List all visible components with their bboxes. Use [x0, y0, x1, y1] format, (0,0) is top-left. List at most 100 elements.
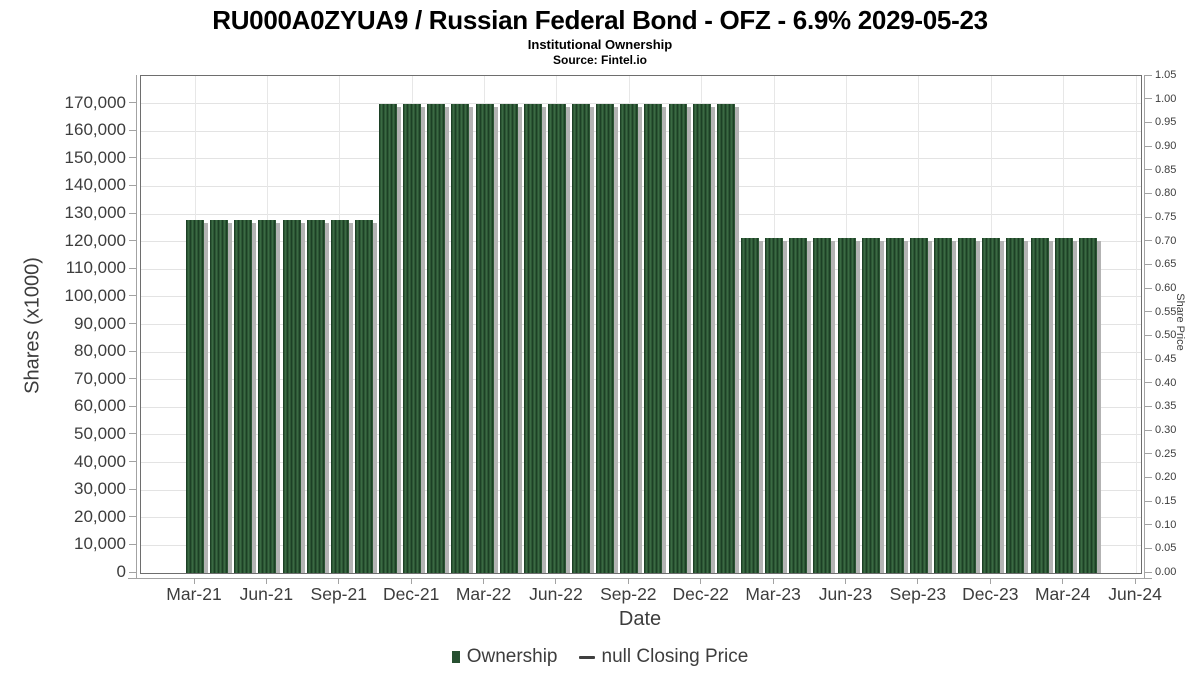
ownership-bar[interactable]: [668, 103, 687, 573]
x-axis-tick: [193, 578, 195, 584]
x-axis-tick: [555, 578, 557, 584]
ownership-bar[interactable]: [1078, 237, 1097, 573]
ownership-bar[interactable]: [210, 219, 229, 573]
left-axis-tick: [129, 295, 136, 297]
ownership-bar[interactable]: [523, 103, 542, 573]
ownership-bar[interactable]: [258, 219, 277, 573]
left-axis-tick: [129, 405, 136, 407]
ownership-bar[interactable]: [934, 237, 953, 573]
legend-item-ownership[interactable]: Ownership: [451, 646, 558, 668]
right-axis-tick: [1145, 405, 1152, 407]
left-axis-tick-label: 60,000: [74, 396, 126, 416]
left-axis-tick: [129, 461, 136, 463]
right-axis-tick-label: 0.45: [1155, 353, 1177, 365]
ownership-bar[interactable]: [354, 219, 373, 573]
right-axis-tick-label: 0.15: [1155, 495, 1177, 507]
plot-area: [140, 75, 1142, 574]
ownership-bar[interactable]: [306, 219, 325, 573]
right-axis-tick: [1145, 358, 1152, 360]
legend-bar-swatch-icon: [451, 651, 460, 663]
x-axis-tick: [410, 578, 412, 584]
ownership-bar[interactable]: [475, 103, 494, 573]
gridline-horizontal: [141, 130, 1141, 132]
right-axis-tick-label: 1.00: [1155, 92, 1177, 105]
right-axis-tick: [1145, 287, 1152, 289]
ownership-bar[interactable]: [692, 103, 711, 573]
ownership-bar[interactable]: [861, 237, 880, 573]
ownership-bar[interactable]: [330, 219, 349, 573]
ownership-bar[interactable]: [885, 237, 904, 573]
ownership-bar[interactable]: [186, 219, 204, 573]
gridline-horizontal: [141, 406, 1141, 408]
ownership-bar[interactable]: [499, 103, 518, 573]
gridline-horizontal: [141, 324, 1141, 325]
ownership-bar[interactable]: [765, 237, 784, 573]
x-axis-tick: [772, 578, 774, 584]
ownership-bar[interactable]: [282, 219, 301, 573]
x-axis-tick-label: Jun-22: [529, 584, 583, 604]
ownership-bar[interactable]: [547, 103, 566, 573]
right-axis-tick-label: 0.70: [1155, 234, 1177, 247]
ownership-bar[interactable]: [596, 103, 615, 573]
x-axis-tick-label: Mar-24: [1034, 584, 1091, 604]
ownership-bar[interactable]: [789, 237, 808, 573]
legend-closing-price-label: null Closing Price: [601, 646, 749, 667]
left-axis-tick: [129, 267, 136, 269]
x-axis-tick-label: Mar-21: [166, 584, 222, 604]
x-axis-tick-label: Sep-21: [310, 584, 367, 604]
left-axis-tick-label: 80,000: [74, 341, 126, 361]
gridline-horizontal: [141, 268, 1141, 270]
left-axis-tick: [129, 433, 136, 435]
gridline-horizontal: [141, 517, 1141, 519]
right-axis-tick: [1145, 334, 1152, 336]
x-axis-tick: [265, 578, 267, 584]
ownership-bar[interactable]: [909, 237, 928, 573]
left-axis-tick: [129, 571, 136, 573]
ownership-bar[interactable]: [451, 103, 470, 573]
right-axis-tick-label: 0.05: [1155, 542, 1177, 555]
ownership-bar[interactable]: [403, 103, 422, 573]
right-axis-tick-label: 0.25: [1155, 447, 1177, 460]
right-axis-tick: [1145, 311, 1152, 313]
ownership-bar[interactable]: [572, 103, 591, 573]
x-axis-tick: [989, 578, 991, 584]
ownership-bar[interactable]: [958, 237, 977, 573]
gridline-horizontal: [141, 351, 1141, 353]
left-axis-tick: [129, 184, 136, 186]
ownership-bar[interactable]: [620, 103, 639, 573]
x-axis-tick: [917, 578, 919, 584]
ownership-bar[interactable]: [379, 103, 398, 573]
chart-title: RU000A0ZYUA9 / Russian Federal Bond - OF…: [212, 5, 988, 35]
left-axis-tick-label: 170,000: [64, 92, 126, 112]
ownership-bar[interactable]: [1006, 237, 1025, 573]
x-axis-tick-label: Jun-24: [1108, 584, 1162, 604]
right-axis-tick: [1145, 121, 1152, 123]
ownership-bar[interactable]: [234, 219, 253, 573]
ownership-bar[interactable]: [427, 103, 446, 573]
x-axis-tick: [627, 578, 629, 584]
right-axis-tick-label: 0.30: [1155, 424, 1177, 436]
left-axis-tick-label: 120,000: [64, 230, 126, 250]
ownership-bar[interactable]: [1030, 237, 1049, 573]
right-axis-tick: [1145, 476, 1152, 478]
left-axis-tick-label: 90,000: [74, 313, 126, 333]
right-axis-tick-label: 1.05: [1155, 69, 1177, 81]
right-axis-tick: [1145, 429, 1152, 431]
x-axis-title: Date: [618, 608, 662, 630]
legend-item-closing-price[interactable]: null Closing Price: [565, 646, 749, 668]
chart-source: Source: Fintel.io: [552, 53, 647, 67]
right-axis-tick: [1145, 500, 1152, 502]
ownership-bar[interactable]: [813, 237, 832, 573]
left-axis-tick-label: 40,000: [74, 451, 126, 471]
gridline-horizontal: [141, 185, 1141, 187]
ownership-bar[interactable]: [740, 237, 759, 573]
ownership-bar[interactable]: [716, 103, 735, 573]
x-axis-tick: [1134, 578, 1136, 584]
ownership-bar[interactable]: [982, 237, 1001, 573]
ownership-bar[interactable]: [837, 237, 856, 573]
gridline-horizontal: [141, 296, 1141, 298]
ownership-bar[interactable]: [644, 103, 663, 573]
right-axis-tick: [1145, 453, 1152, 455]
ownership-bar[interactable]: [1054, 237, 1073, 573]
x-axis-tick-label: Sep-22: [600, 584, 657, 604]
